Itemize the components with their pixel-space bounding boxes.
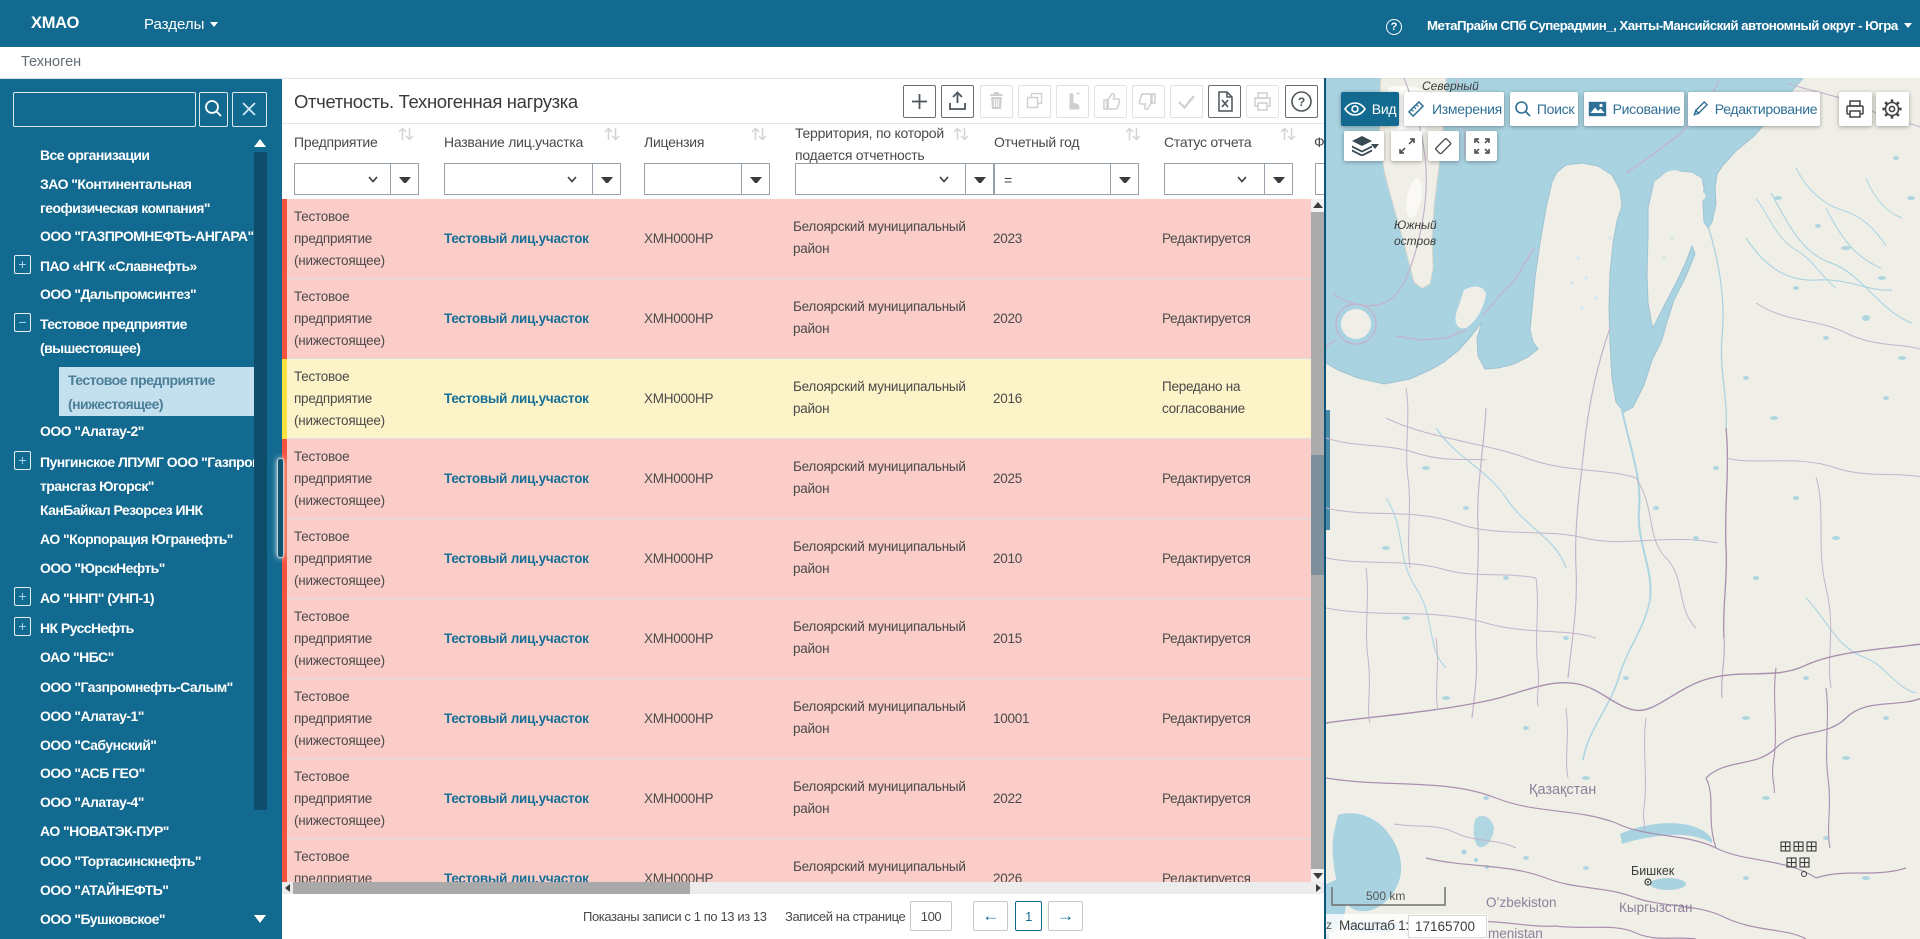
svg-text:O’zbekiston: O’zbekiston (1486, 895, 1557, 910)
svg-text:?: ? (1298, 95, 1305, 109)
svg-text:Северный: Северный (1422, 79, 1479, 93)
svg-text:Бишкек: Бишкек (1631, 864, 1675, 878)
svg-text:остров: остров (1394, 234, 1436, 248)
svg-text:Кыргызстан: Кыргызстан (1619, 900, 1693, 915)
svg-text:500 km: 500 km (1366, 889, 1405, 903)
svg-text:Южный: Южный (1394, 218, 1437, 232)
svg-text:Қазақстан: Қазақстан (1529, 782, 1596, 798)
